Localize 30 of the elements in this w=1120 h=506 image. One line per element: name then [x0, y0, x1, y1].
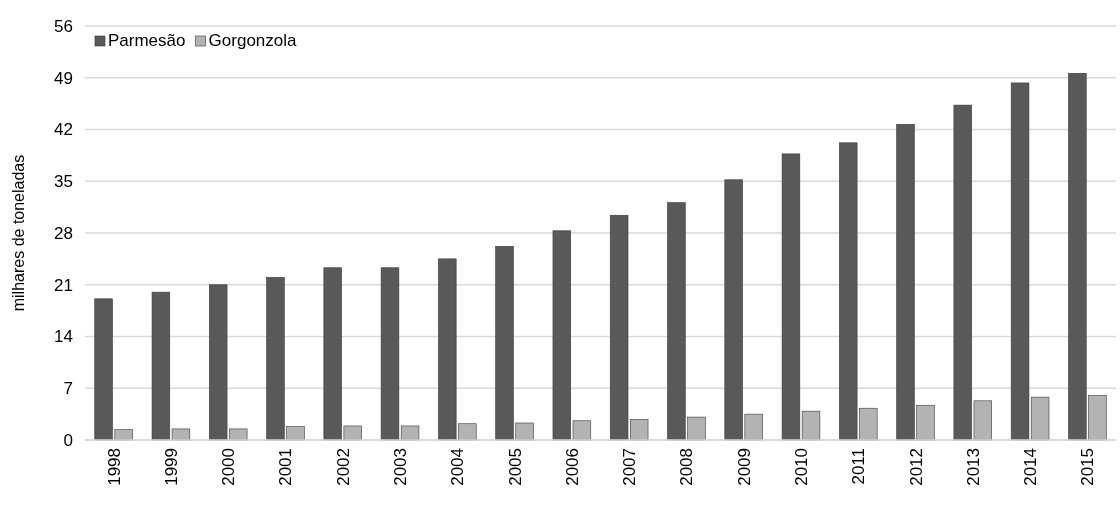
- y-tick-label: 49: [54, 68, 73, 88]
- x-tick-label: 2001: [276, 448, 296, 486]
- x-tick-label: 1998: [104, 448, 124, 486]
- x-tick-label: 2003: [391, 448, 411, 486]
- y-tick-label: 28: [54, 223, 73, 243]
- x-tick-label: 2012: [906, 448, 926, 486]
- x-tick-label: 2011: [849, 448, 869, 485]
- y-tick-label: 35: [54, 172, 73, 192]
- x-tick-label: 2000: [219, 448, 239, 486]
- x-tick-label: 2002: [333, 448, 353, 486]
- x-tick-label: 2009: [734, 448, 754, 486]
- x-tick-label: 2015: [1078, 448, 1098, 486]
- y-tick-label: 0: [63, 430, 73, 450]
- x-tick-label: 2014: [1021, 448, 1041, 486]
- x-tick-label: 2013: [963, 448, 983, 486]
- y-tick-label: 7: [63, 379, 73, 399]
- y-tick-label: 21: [54, 275, 73, 295]
- legend-label: Gorgonzola: [208, 31, 298, 50]
- x-tick-label: 1999: [161, 448, 181, 486]
- x-tick-label: 2004: [448, 448, 468, 486]
- y-tick-label: 42: [54, 120, 73, 140]
- y-tick-label: 56: [54, 16, 73, 36]
- y-tick-label: 14: [54, 327, 73, 347]
- x-tick-label: 2006: [562, 448, 582, 486]
- x-tick-label: 2005: [505, 448, 525, 486]
- x-tick-label: 2008: [677, 448, 697, 486]
- y-axis-title: milhares de toneladas: [10, 154, 27, 312]
- x-tick-label: 2007: [620, 448, 640, 486]
- legend-label: Parmesão: [108, 31, 186, 50]
- x-tick-label: 2010: [791, 448, 811, 486]
